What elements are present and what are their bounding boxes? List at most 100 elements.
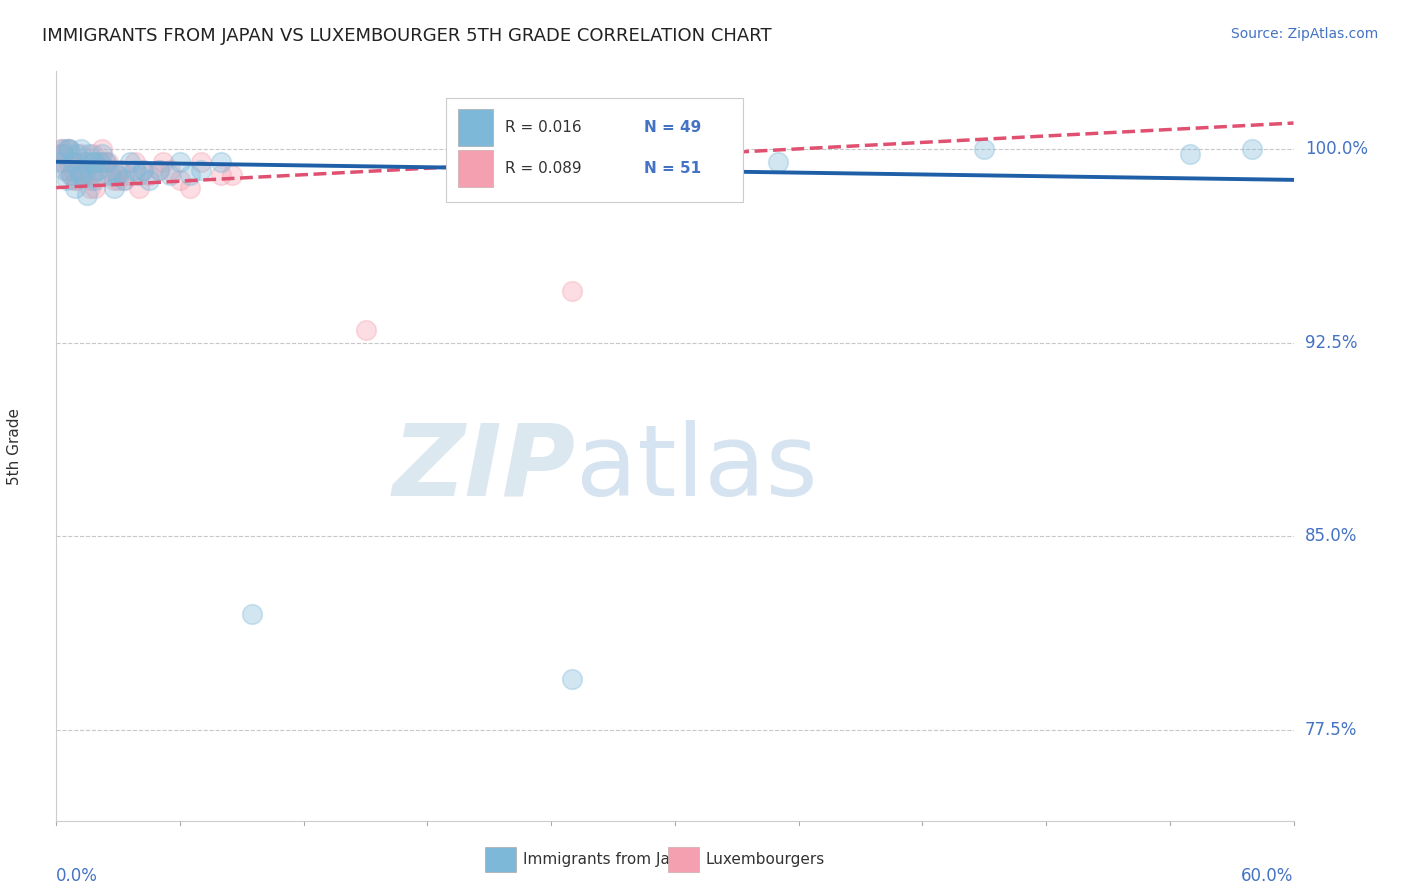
Point xyxy=(138,168,160,182)
Text: atlas: atlas xyxy=(576,420,817,517)
Point xyxy=(240,607,263,621)
Point xyxy=(766,154,789,169)
Point xyxy=(83,154,105,169)
Point xyxy=(58,154,80,169)
Point xyxy=(138,173,160,187)
Text: N = 49: N = 49 xyxy=(644,120,702,135)
Point xyxy=(72,168,94,182)
Point xyxy=(49,154,72,169)
Point xyxy=(55,173,77,187)
Point xyxy=(63,173,86,187)
Point xyxy=(1241,142,1264,156)
Point xyxy=(82,154,104,169)
Text: 100.0%: 100.0% xyxy=(1305,140,1368,158)
Point xyxy=(108,162,131,177)
Point xyxy=(69,168,91,182)
Point xyxy=(55,142,77,156)
Point xyxy=(51,147,73,161)
Point xyxy=(77,168,100,182)
FancyBboxPatch shape xyxy=(458,109,494,146)
Text: N = 51: N = 51 xyxy=(644,161,702,177)
Point xyxy=(59,168,82,182)
Point xyxy=(132,162,155,177)
Text: ZIP: ZIP xyxy=(392,420,576,517)
Point xyxy=(76,188,98,202)
Point xyxy=(112,173,135,187)
Point xyxy=(128,168,150,182)
Point xyxy=(90,142,112,156)
Text: 5th Grade: 5th Grade xyxy=(7,408,21,484)
Point xyxy=(103,173,125,187)
Point xyxy=(221,168,243,182)
Point xyxy=(169,173,191,187)
Point xyxy=(105,168,128,182)
Point xyxy=(58,142,80,156)
Point xyxy=(209,168,232,182)
Text: 92.5%: 92.5% xyxy=(1305,334,1357,351)
Point xyxy=(80,173,103,187)
Point xyxy=(169,154,191,169)
Point xyxy=(120,154,142,169)
Point xyxy=(56,142,79,156)
Point xyxy=(70,162,93,177)
Point xyxy=(190,162,212,177)
Point xyxy=(103,180,125,194)
Point xyxy=(79,180,101,194)
Text: 0.0%: 0.0% xyxy=(56,867,98,885)
Point xyxy=(66,162,89,177)
Point xyxy=(132,162,155,177)
Point xyxy=(86,162,108,177)
Point xyxy=(101,168,124,182)
Point xyxy=(62,162,84,177)
Point xyxy=(84,173,107,187)
Point xyxy=(48,147,70,161)
Point xyxy=(190,154,212,169)
Point xyxy=(89,154,111,169)
Point xyxy=(93,154,115,169)
Point xyxy=(457,162,479,177)
Point xyxy=(62,154,84,169)
Point xyxy=(179,168,201,182)
Point xyxy=(97,154,120,169)
Point xyxy=(55,162,77,177)
Text: 85.0%: 85.0% xyxy=(1305,527,1357,545)
Point xyxy=(152,154,174,169)
Point xyxy=(80,168,103,182)
Point xyxy=(75,168,97,182)
Point xyxy=(561,284,583,298)
Point xyxy=(179,180,201,194)
Point xyxy=(53,154,76,169)
Text: IMMIGRANTS FROM JAPAN VS LUXEMBOURGER 5TH GRADE CORRELATION CHART: IMMIGRANTS FROM JAPAN VS LUXEMBOURGER 5T… xyxy=(42,27,772,45)
Point xyxy=(107,168,129,182)
Point xyxy=(53,162,76,177)
Point xyxy=(76,154,98,169)
FancyBboxPatch shape xyxy=(446,97,742,202)
Point xyxy=(1180,147,1202,161)
Point xyxy=(51,142,73,156)
Point xyxy=(51,142,73,156)
Point xyxy=(148,162,170,177)
Point xyxy=(973,142,995,156)
Point xyxy=(70,142,93,156)
Point xyxy=(59,168,82,182)
Point xyxy=(159,162,181,177)
Point xyxy=(94,154,117,169)
Point xyxy=(82,147,104,161)
Point xyxy=(75,154,97,169)
Point xyxy=(65,173,87,187)
Point xyxy=(98,168,121,182)
Point xyxy=(128,180,150,194)
Text: Source: ZipAtlas.com: Source: ZipAtlas.com xyxy=(1230,27,1378,41)
Point xyxy=(58,142,80,156)
Point xyxy=(86,162,108,177)
Point xyxy=(148,162,170,177)
Point xyxy=(117,168,139,182)
Point xyxy=(67,154,90,169)
Point xyxy=(62,154,84,169)
Point xyxy=(112,173,135,187)
Point xyxy=(107,173,129,187)
FancyBboxPatch shape xyxy=(458,150,494,187)
Text: 60.0%: 60.0% xyxy=(1241,867,1294,885)
Point xyxy=(98,162,121,177)
Text: Immigrants from Japan: Immigrants from Japan xyxy=(523,853,699,867)
